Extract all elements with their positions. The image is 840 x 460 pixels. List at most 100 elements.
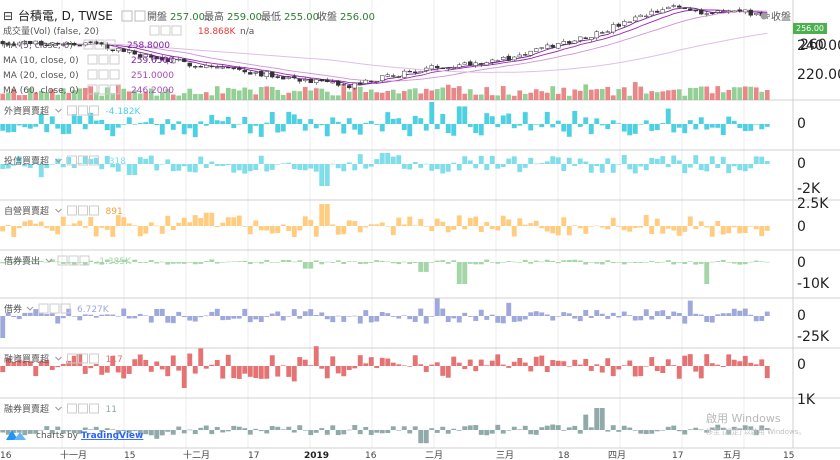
candle-body — [512, 56, 517, 61]
indicator-bar — [489, 262, 495, 263]
indicator-bar — [396, 118, 402, 124]
indicator-bar — [115, 366, 121, 373]
indicator-bar — [687, 120, 693, 124]
settings-icon[interactable] — [87, 54, 98, 65]
indicator-bar — [27, 220, 33, 226]
indicator-bar — [220, 316, 226, 321]
pane-title: 投信買賣超 — [4, 155, 49, 167]
indicator-bar — [214, 426, 220, 430]
close-icon[interactable] — [171, 25, 182, 36]
volume-bar — [143, 91, 149, 100]
indicator-bar — [220, 164, 226, 167]
pane-legend: 借券 6.727K — [4, 303, 110, 315]
indicator-bar — [5, 357, 11, 366]
indicator-bar — [60, 262, 66, 264]
indicator-bar — [434, 124, 440, 130]
indicator-bar — [33, 260, 39, 262]
indicator-bar — [99, 430, 105, 432]
indicator-bar — [682, 355, 688, 366]
indicator-bar — [577, 226, 583, 229]
volume-bar — [418, 93, 424, 100]
indicator-bar — [753, 364, 759, 366]
branding-link[interactable]: TradingView — [81, 431, 143, 441]
time-axis[interactable]: 16 十一月 15 十二月 17 2019 16 二月 三月 18 四月 17 … — [0, 449, 794, 460]
indicator-bar — [390, 362, 396, 366]
indicator-bar — [247, 124, 253, 134]
close-icon[interactable] — [109, 84, 120, 95]
indicator-bar — [258, 124, 264, 137]
settings-icon[interactable] — [87, 84, 98, 95]
indicator-bar — [253, 220, 259, 226]
indicator-bar — [247, 366, 253, 377]
candle-body — [17, 42, 22, 46]
pane-axis-tick: 0 — [797, 255, 806, 271]
indicator-bar — [737, 262, 743, 265]
indicator-bar — [687, 354, 693, 366]
settings-icon[interactable] — [87, 69, 98, 80]
legend-controls[interactable] — [121, 10, 146, 22]
eye-icon[interactable] — [98, 84, 109, 95]
indicator-bar — [440, 164, 446, 174]
indicator-bar — [16, 359, 22, 366]
indicator-bar — [500, 316, 506, 324]
indicator-bar — [412, 115, 418, 124]
price-axis[interactable]: 260 240.00 220.00 256.00 收盤 — [760, 10, 840, 83]
tradingview-logo-icon — [6, 430, 18, 440]
indicator-bar — [665, 316, 671, 320]
indicator-bar — [352, 221, 358, 226]
indicator-bar — [484, 365, 490, 366]
indicator-bar — [71, 114, 77, 124]
eye-icon[interactable] — [160, 25, 171, 36]
eye-icon[interactable] — [98, 69, 109, 80]
candle-body — [44, 44, 49, 47]
indicator-bar — [93, 316, 99, 318]
indicator-bar — [88, 112, 94, 124]
indicator-bar — [297, 119, 303, 124]
indicator-bar — [176, 222, 182, 226]
indicator-bar — [599, 313, 605, 316]
candle-body — [308, 78, 313, 84]
indicator-bar — [616, 366, 622, 370]
volume-bar — [319, 88, 325, 100]
indicator-bar — [352, 366, 358, 369]
indicator-bar — [693, 262, 699, 265]
close-icon[interactable] — [109, 69, 120, 80]
volume-bar — [423, 88, 429, 100]
candle-body — [506, 55, 511, 61]
indicator-bar — [60, 430, 66, 434]
indicator-bar — [528, 312, 534, 316]
volume-bar — [341, 86, 347, 100]
indicator-bar — [627, 124, 633, 136]
tradingview-branding[interactable]: charts by TradingView — [6, 430, 143, 441]
indicator-bar — [539, 163, 545, 164]
price-pane[interactable] — [0, 3, 770, 100]
candle-body — [297, 78, 302, 82]
candle-body — [468, 61, 473, 66]
settings-icon[interactable] — [121, 10, 133, 22]
close-icon[interactable] — [105, 39, 116, 50]
settings-icon[interactable] — [149, 25, 160, 36]
eye-icon[interactable] — [98, 54, 109, 65]
indicator-bar — [418, 308, 424, 316]
indicator-bar — [621, 311, 627, 316]
indicator-bar — [720, 156, 726, 164]
indicator-bar — [154, 309, 160, 316]
volume-bar — [451, 87, 457, 100]
eye-icon[interactable] — [94, 39, 105, 50]
indicator-bar — [632, 366, 638, 377]
indicator-bar — [599, 124, 605, 126]
indicator-bar — [610, 262, 616, 264]
indicator-bar — [346, 162, 352, 164]
candle-body — [55, 42, 60, 45]
indicator-bar — [627, 262, 633, 263]
indicator-bar — [693, 226, 699, 230]
close-icon[interactable] — [109, 54, 120, 65]
indicator-bar — [5, 225, 11, 226]
indicator-bar — [126, 117, 132, 124]
time-axis-label: 16 — [0, 451, 12, 460]
indicator-bar — [698, 262, 704, 264]
settings-icon[interactable] — [83, 39, 94, 50]
indicator-bar — [500, 164, 506, 167]
indicator-bar — [643, 309, 649, 316]
eye-icon[interactable] — [134, 10, 146, 22]
